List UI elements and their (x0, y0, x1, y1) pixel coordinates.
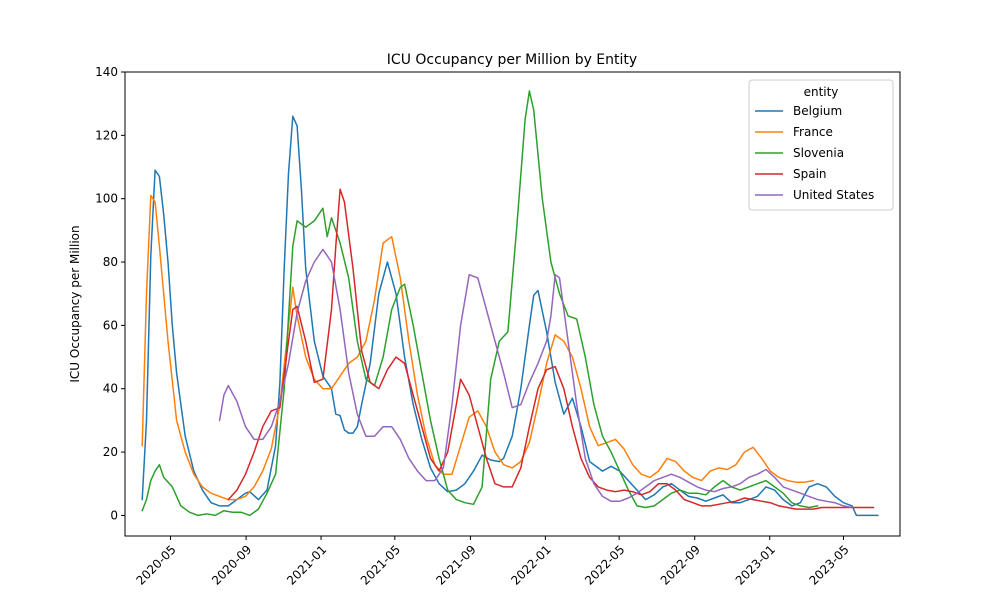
x-tick-label: 2020-09 (209, 542, 254, 587)
legend-items: Belgium France Slovenia Spain United States (755, 104, 874, 202)
legend-frame (748, 79, 894, 211)
x-tick-label: 2021-05 (358, 542, 403, 587)
legend-label: France (793, 125, 833, 139)
chart-title: ICU Occupancy per Million by Entity (387, 52, 637, 68)
series-line-france (141, 194, 815, 501)
y-tick-label: 140 (95, 65, 118, 79)
plot-frame (124, 71, 901, 537)
legend-title: entity (804, 85, 839, 99)
x-tick-label: 2020-05 (133, 542, 178, 587)
y-tick-label: 60 (103, 318, 118, 332)
legend-label: Slovenia (793, 146, 844, 160)
x-tick-label: 2023-01 (733, 542, 778, 587)
series-line-slovenia (141, 90, 819, 517)
y-tick-label: 40 (103, 382, 118, 396)
x-tick-label: 2022-09 (658, 542, 703, 587)
y-tick-label: 80 (103, 255, 118, 269)
y-tick-label: 100 (95, 192, 118, 206)
x-tick-label: 2022-01 (508, 542, 553, 587)
y-axis: 0 20 40 60 80 100 120 140 (95, 65, 125, 522)
series-line-belgium (141, 115, 879, 517)
x-tick-label: 2021-09 (433, 542, 478, 587)
y-tick-label: 0 (110, 508, 118, 522)
legend-label: Belgium (793, 104, 842, 118)
legend: entity Belgium France Slovenia Spain United … (748, 79, 894, 211)
series-line-spain (227, 188, 875, 510)
series-line-united-states (218, 248, 853, 509)
x-tick-label: 2021-01 (284, 542, 329, 587)
y-axis-title: ICU Occupancy per Million (68, 225, 82, 382)
x-tick-label: 2023-05 (806, 542, 851, 587)
legend-label: Spain (793, 167, 827, 181)
legend-label: United States (793, 188, 874, 202)
y-tick-label: 20 (103, 445, 118, 459)
y-tick-label: 120 (95, 128, 118, 142)
x-tick-label: 2022-05 (582, 542, 627, 587)
x-axis: 2020-05 2020-09 2021-01 2021-05 2021-09 2022-… (133, 536, 852, 588)
plot-series (141, 90, 879, 517)
